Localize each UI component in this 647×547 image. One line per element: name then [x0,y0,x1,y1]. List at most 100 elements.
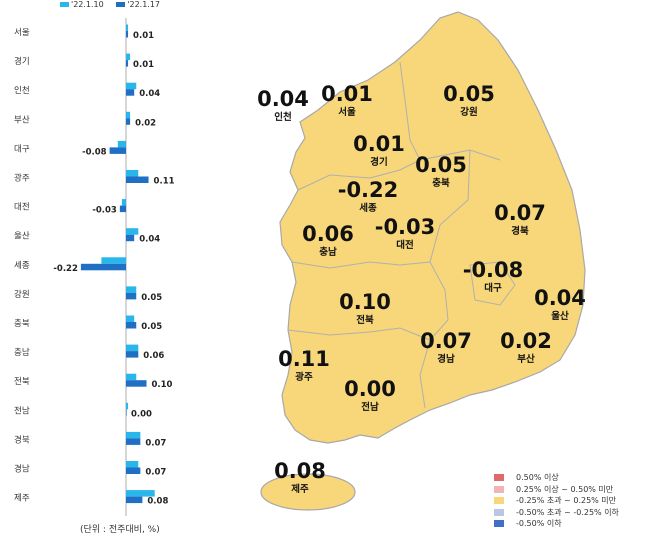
scale-swatch [494,474,504,481]
region-name: 경기 [370,156,387,168]
bar-2 [80,263,126,271]
korea-map [260,11,586,511]
scale-label: -0.25% 초과 ~ 0.25% 미만 [516,496,617,505]
data-label: 0.07 [145,468,166,478]
tick-label: 인천 [14,85,30,96]
bar-2 [119,205,126,213]
border-gyeongsang [419,261,449,409]
map-scale-legend: 0.50% 이상 0.25% 이상 ~ 0.50% 미만 -0.25% 초과 ~… [494,472,619,530]
data-label: 0.04 [139,89,160,99]
region-value: -0.03 [375,215,436,239]
region-value: 0.06 [302,222,354,246]
data-label: 0.11 [154,177,175,187]
bar-2 [126,60,129,67]
bar-chart: 서울 0.01 경기 0.01 인천 0.04 부산 0.02 대구 -0.08 광주 0.11 대전 -… [14,18,175,516]
legend-label-series1: '22.1.10 [71,0,104,9]
bar-1 [126,53,131,61]
scale-legend-row: 0.25% 이상 ~ 0.50% 미만 [494,484,619,496]
region-value: -0.08 [463,258,524,282]
data-label: 0.07 [145,438,166,448]
bar-1 [126,461,139,468]
unit-note: (단위 : 전주대비, %) [80,525,160,535]
legend-item-series2: '22.1.17 [116,0,160,9]
scale-swatch [494,497,504,504]
region-value: 0.01 [353,132,405,156]
bar-1 [126,24,129,31]
scale-legend-row: -0.50% 이하 [494,518,619,530]
bar-1 [126,490,155,497]
legend-swatch-series1 [60,2,69,7]
bar-1 [126,286,137,293]
border-jeonnam [287,327,431,341]
bar-2 [126,351,139,358]
bar-1 [126,373,137,381]
bar-legend: '22.1.10 '22.1.17 [60,0,170,9]
region-value: 0.04 [534,286,586,310]
data-label: 0.05 [141,293,162,303]
bar-1 [126,228,139,235]
legend-label-series2: '22.1.17 [127,0,161,9]
tick-label: 대전 [14,202,30,213]
data-label: 0.01 [133,31,154,41]
bar-2 [126,234,135,242]
border-jeolla [291,261,431,269]
province-borders [287,61,516,409]
region-name: 인천 [274,112,291,123]
region-name: 충북 [432,177,450,189]
region-name: 대전 [396,239,413,251]
region-name: 광주 [295,371,313,383]
tick-label: 제주 [14,494,30,504]
bar-2 [126,89,135,96]
bar-1 [121,199,126,206]
scale-label: 0.50% 이상 [516,473,559,482]
bar-1 [126,431,141,439]
border-daegu [469,261,516,306]
data-label: 0.05 [141,322,162,332]
region-name: 경남 [437,353,455,365]
bar-2 [126,322,137,329]
tick-label: 전북 [14,376,30,387]
data-label: 0.02 [135,118,156,128]
bar-2 [126,380,147,387]
region-name: 서울 [338,106,356,118]
bar-2 [126,31,129,38]
region-name: 전북 [356,314,374,326]
bar-2 [126,292,137,300]
bar-1 [126,344,139,352]
border-chungbuk-gyeongbuk [429,149,471,263]
region-name: 충남 [319,246,337,258]
tick-label: 전남 [14,405,30,416]
bar-1 [117,140,126,148]
region-name: 제주 [291,483,309,495]
region-name: 강원 [460,106,477,118]
bar-2 [126,176,149,183]
region-value: 0.01 [321,82,373,106]
scale-label: 0.25% 이상 ~ 0.50% 미만 [516,484,614,494]
data-label: -0.08 [82,147,107,157]
region-name: 세종 [359,202,377,214]
legend-item-series1: '22.1.10 [60,0,104,9]
bar-1 [126,402,129,410]
region-value: 0.02 [500,329,552,353]
mainland-shape [279,11,586,444]
bar-2 [126,438,141,445]
tick-label: 경북 [14,434,30,445]
region-value: 0.04 [257,87,309,111]
region-value: 0.11 [278,347,330,371]
tick-label: 강원 [14,289,30,300]
tick-label: 충북 [14,319,30,329]
tick-label: 경기 [14,56,30,67]
bar-1 [126,315,135,322]
region-value: 0.07 [494,201,546,225]
border-gyeonggi-gangwon [399,61,501,161]
tick-label: 부산 [14,114,30,125]
tick-label: 서울 [14,28,30,38]
data-label: -0.03 [92,206,117,216]
tick-label: 충남 [14,348,30,358]
region-name: 울산 [551,310,569,322]
scale-swatch [494,508,504,516]
region-value: 0.00 [344,377,396,401]
bar-2 [126,409,127,416]
region-value: 0.05 [415,153,467,177]
